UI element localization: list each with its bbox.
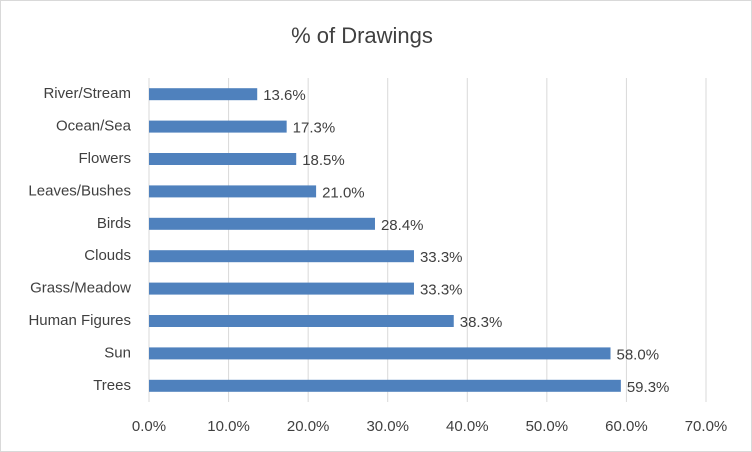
chart-title: % of Drawings [291,23,433,48]
x-tick-label: 60.0% [605,418,648,435]
bar [149,250,414,263]
x-tick-label: 70.0% [685,418,728,435]
bar [149,347,611,360]
y-tick-label: Flowers [78,150,131,167]
bar [149,153,297,165]
value-label: 21.0% [322,184,365,201]
y-tick-label: River/Stream [43,85,131,102]
y-tick-label: Ocean/Sea [56,118,132,135]
value-label: 33.3% [420,249,463,266]
x-tick-label: 50.0% [526,418,569,435]
value-label: 18.5% [302,152,345,169]
y-tick-label: Human Figures [28,312,131,329]
x-tick-label: 0.0% [132,418,166,435]
x-tick-label: 30.0% [366,418,409,435]
y-tick-label: Leaves/Bushes [28,182,131,199]
y-tick-label: Trees [93,377,131,394]
y-tick-label: Sun [104,344,131,361]
bar [149,282,414,295]
bar [149,315,454,327]
bar [149,88,258,101]
x-tick-label: 10.0% [207,418,250,435]
value-label: 59.3% [627,379,670,396]
value-label: 13.6% [263,87,306,104]
y-tick-label: Grass/Meadow [30,280,131,297]
bar [149,185,317,198]
bar [149,217,375,230]
value-label: 58.0% [617,346,660,363]
value-label: 28.4% [381,217,424,234]
y-tick-label: Birds [97,215,131,232]
x-tick-label: 20.0% [287,418,330,435]
bar [149,379,621,392]
x-tick-label: 40.0% [446,418,489,435]
value-label: 17.3% [293,120,336,137]
bar [149,120,287,133]
value-label: 38.3% [460,314,503,331]
value-label: 33.3% [420,282,463,299]
y-tick-label: Clouds [84,247,131,264]
